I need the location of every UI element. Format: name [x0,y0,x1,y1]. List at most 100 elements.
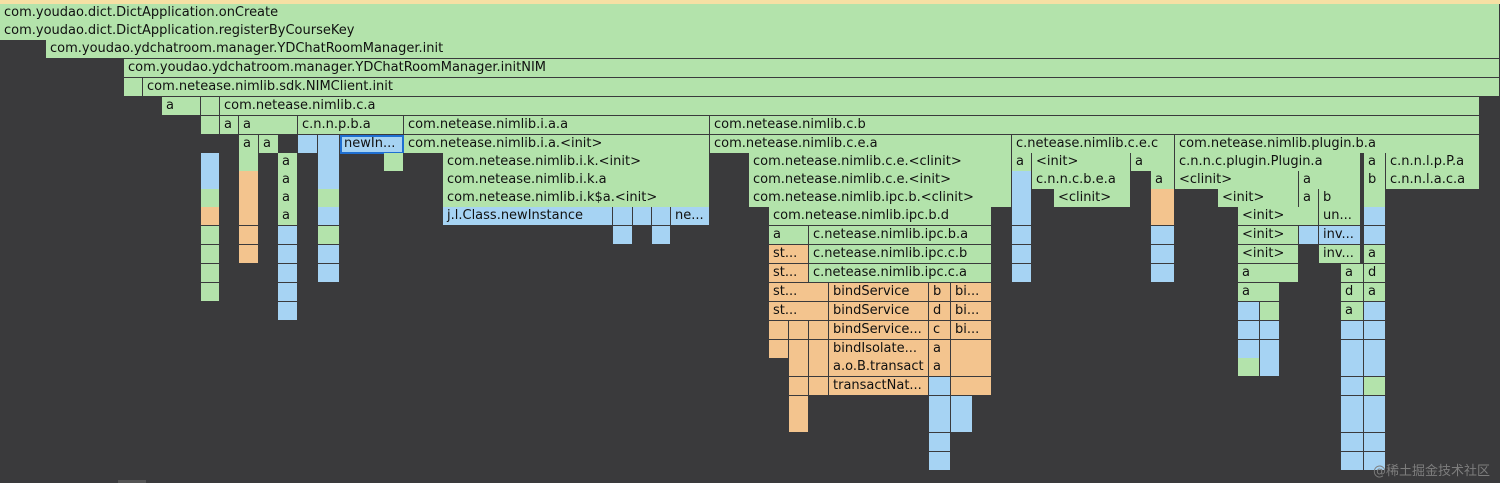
frame-init[interactable]: <init> [1238,226,1299,245]
frame-block[interactable] [239,207,259,226]
frame-block[interactable] [1364,433,1386,452]
frame-a[interactable]: a [1238,283,1280,302]
frame-block[interactable] [1299,226,1319,245]
frame-block[interactable] [809,321,829,340]
frame-registerbycoursekey[interactable]: com.youdao.dict.DictApplication.register… [0,22,1500,41]
frame-block[interactable] [1341,433,1364,452]
frame-block[interactable] [1341,358,1364,377]
frame-block[interactable] [769,340,789,359]
frame-block[interactable] [278,245,298,264]
frame-bindservice-ellipsis[interactable]: bindService... [829,321,929,340]
frame-block[interactable] [318,226,340,245]
frame-block[interactable] [318,171,340,190]
frame-a[interactable]: a [929,358,951,377]
frame-block[interactable] [239,189,259,208]
frame-block[interactable] [1012,171,1032,190]
frame-block[interactable] [1260,358,1280,377]
frame-a[interactable]: a [239,116,298,135]
frame-block[interactable] [278,302,298,321]
frame-block[interactable] [951,414,973,433]
frame-bindservice[interactable]: bindService [829,302,929,321]
frame-cnncbea[interactable]: c.n.n.c.b.e.a [1032,171,1131,190]
frame-block[interactable] [929,396,951,415]
frame-a[interactable]: a [278,153,298,172]
frame-st[interactable]: st... [769,302,829,321]
frame-b[interactable]: b [929,283,951,302]
frame-clinit[interactable]: <clinit> [1175,171,1299,190]
frame-block[interactable] [201,171,220,190]
frame-block[interactable] [318,207,340,226]
frame-c-e-clinit[interactable]: com.netease.nimlib.c.e.<clinit> [749,153,1012,172]
frame-block[interactable] [1238,358,1260,377]
frame-ipc-b-a[interactable]: c.netease.nimlib.ipc.b.a [809,226,992,245]
frame-block[interactable] [951,340,992,359]
frame-block[interactable] [1341,377,1364,396]
frame-a[interactable]: a [278,207,298,226]
frame-a[interactable]: a [220,116,239,135]
frame-nimclient-init[interactable]: com.netease.nimlib.sdk.NIMClient.init [143,78,1500,97]
frame-inv[interactable]: inv... [1319,226,1361,245]
frame-block[interactable] [1238,302,1260,321]
frame-b[interactable]: b [1319,189,1361,208]
frame-a[interactable]: a [1299,171,1361,190]
frame-block[interactable] [318,189,340,208]
frame-block[interactable] [809,340,829,359]
frame-block[interactable] [1341,414,1364,433]
frame-block[interactable] [1364,396,1386,415]
frame-block[interactable] [789,377,809,396]
frame-block[interactable] [1238,340,1260,359]
frame-block[interactable] [1364,321,1386,340]
frame-aob-transact[interactable]: a.o.B.transact [829,358,929,377]
frame-st[interactable]: st... [769,283,829,302]
frame-a[interactable]: a [278,171,298,190]
frame-block[interactable] [201,245,220,264]
frame-block[interactable] [1260,321,1280,340]
frame-a[interactable]: a [1012,153,1032,172]
frame-a[interactable]: a [1131,153,1175,172]
frame-nimlib-i-a-init[interactable]: com.netease.nimlib.i.a.<init> [404,135,710,154]
frame-block[interactable] [789,414,809,433]
frame-ipc-b-d[interactable]: com.netease.nimlib.ipc.b.d [769,207,992,226]
frame-ipc-c-a[interactable]: c.netease.nimlib.ipc.c.a [809,264,992,283]
frame-ydchatroommanager-init[interactable]: com.youdao.ydchatroom.manager.YDChatRoom… [46,40,1500,59]
frame-block[interactable] [201,153,220,172]
frame-block[interactable] [1151,189,1175,208]
frame-bi[interactable]: bi... [951,321,992,340]
frame-block[interactable] [1364,207,1386,226]
frame-block[interactable] [278,226,298,245]
frame-clinit[interactable]: <clinit> [1054,189,1131,208]
frame-a[interactable]: a [239,135,259,154]
frame-i-k-init[interactable]: com.netease.nimlib.i.k.<init> [443,153,710,172]
frame-block[interactable] [1012,245,1032,264]
frame-block[interactable] [1364,226,1386,245]
frame-d[interactable]: d [929,302,951,321]
frame-block[interactable] [1341,340,1364,359]
frame-a[interactable]: a [1151,171,1175,190]
frame-nimlib-c-a[interactable]: com.netease.nimlib.c.a [220,97,1480,116]
frame-nimlib-i-a-a[interactable]: com.netease.nimlib.i.a.a [404,116,710,135]
frame-a[interactable]: a [1364,153,1386,172]
frame-d[interactable]: d [1364,264,1386,283]
frame-a[interactable]: a [1364,283,1386,302]
frame-a[interactable]: a [1364,245,1386,264]
frame-block[interactable] [1012,264,1032,283]
frame-newinstance[interactable]: newIn... [340,135,404,154]
frame-a[interactable]: a [769,226,809,245]
frame-block[interactable] [951,377,992,396]
frame-block[interactable] [809,358,829,377]
frame-block[interactable] [124,78,143,97]
frame-un[interactable]: un... [1319,207,1361,226]
frame-block[interactable] [239,153,259,172]
frame-block[interactable] [201,97,220,116]
frame-block[interactable] [951,358,992,377]
frame-block[interactable] [201,283,220,302]
frame-cnnlaca[interactable]: c.n.n.l.a.c.a [1386,171,1480,190]
frame-bi[interactable]: bi... [951,283,992,302]
frame-block[interactable] [613,226,633,245]
frame-block[interactable] [278,264,298,283]
frame-block[interactable] [1151,245,1175,264]
frame-block[interactable] [789,340,809,359]
frame-block[interactable] [384,153,404,172]
frame-ipc-b-clinit[interactable]: com.netease.nimlib.ipc.b.<clinit> [749,189,1012,208]
frame-block[interactable] [318,135,340,154]
